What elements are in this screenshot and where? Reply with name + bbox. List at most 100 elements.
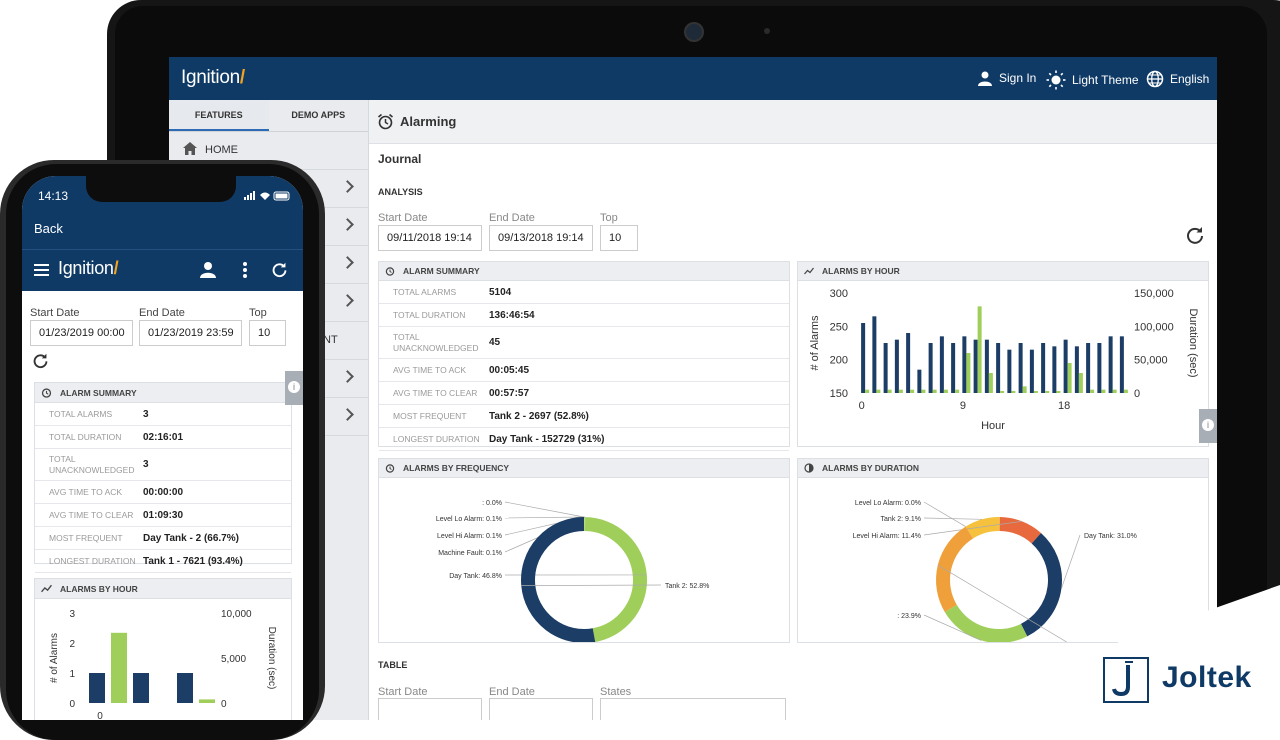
bar-duration	[865, 390, 869, 393]
phone-start-date-input[interactable]: 01/23/2019 00:00	[30, 320, 133, 346]
summary-value: 3	[143, 459, 149, 470]
bar-alarms	[861, 323, 865, 393]
refresh-icon[interactable]	[1185, 225, 1205, 245]
x-tick-label: 0	[859, 400, 865, 412]
laptop-camera	[684, 22, 704, 42]
bar-duration	[1034, 391, 1038, 393]
bar-alarms	[940, 336, 944, 393]
y-tick-label: 300	[830, 288, 848, 300]
bar-duration	[910, 390, 914, 393]
summary-key: MOST FREQUENT	[35, 533, 143, 544]
summary-value: 3	[143, 409, 149, 420]
summary-value: Day Tank - 2 (66.7%)	[143, 533, 239, 544]
language-button[interactable]: English	[1146, 70, 1209, 88]
phone-info-tab[interactable]: i	[285, 371, 303, 405]
y2-tick-label: 150,000	[1134, 288, 1174, 300]
phone-end-date-input[interactable]: 01/23/2019 23:59	[139, 320, 242, 346]
info-icon: i	[1202, 419, 1214, 431]
end-date-input[interactable]: 09/13/2018 19:14	[489, 225, 593, 251]
phone-ignition-logo[interactable]: Ignition/	[58, 258, 118, 279]
back-button[interactable]: Back	[34, 221, 63, 236]
bar-duration	[1101, 390, 1105, 393]
bar-alarms	[884, 343, 888, 393]
bar-alarms	[1030, 350, 1034, 393]
info-tab[interactable]: i	[1199, 409, 1217, 443]
menu-icon[interactable]	[34, 264, 49, 276]
bar-alarms	[1086, 343, 1090, 393]
top-bar: Ignition/ Sign In Light Theme English	[169, 57, 1217, 100]
theme-button[interactable]: Light Theme	[1046, 70, 1139, 90]
chevron-right-icon	[341, 218, 354, 231]
summary-value: 136:46:54	[489, 310, 535, 321]
laptop-sensor	[764, 28, 770, 34]
phone-top-label: Top	[249, 307, 267, 319]
sign-in-label: Sign In	[999, 71, 1036, 85]
kebab-icon[interactable]	[243, 262, 247, 278]
phone-screen: 14:13 Back Ignition/ Start Date 01/23/20…	[22, 176, 303, 720]
table-end-date-input[interactable]	[489, 698, 593, 720]
bar-duration	[966, 353, 970, 393]
summary-key: LONGEST DURATION	[379, 434, 489, 445]
donut-label: Level Hi Alarm: 0.1%	[437, 533, 502, 540]
page-title: Alarming	[400, 114, 456, 129]
bar-duration	[1090, 390, 1094, 393]
table-states-select[interactable]	[600, 698, 786, 720]
donut-label: Level Lo Alarm: 0.1%	[436, 516, 502, 523]
tab-demo-apps[interactable]: DEMO APPS	[269, 100, 369, 131]
summary-value: Tank 2 - 2697 (52.8%)	[489, 411, 589, 422]
y2-axis-label: Duration (sec)	[1187, 308, 1199, 377]
alarms-by-frequency-header: ALARMS BY FREQUENCY	[379, 459, 789, 478]
bar-alarms	[89, 673, 105, 703]
sign-in-button[interactable]: Sign In	[977, 70, 1036, 86]
logo-mark: /	[240, 67, 245, 88]
phone-top-input[interactable]: 10	[249, 320, 286, 346]
x-tick-label: 9	[960, 400, 966, 412]
bar-duration	[989, 373, 993, 393]
refresh-icon[interactable]	[32, 352, 49, 369]
bar-alarms	[1052, 346, 1056, 393]
logo-text: Ignition	[181, 67, 240, 88]
phone-notch	[86, 176, 236, 202]
y-tick-label: 2	[69, 639, 75, 650]
ignition-logo[interactable]: Ignition/	[181, 67, 245, 89]
summary-key: AVG TIME TO ACK	[379, 365, 489, 376]
bar-alarms	[985, 340, 989, 393]
top-input[interactable]: 10	[600, 225, 638, 251]
chevron-right-icon	[341, 256, 354, 269]
donut-label: Day Tank: 46.8%	[449, 573, 502, 580]
pie-icon	[804, 463, 814, 473]
bar-duration	[1068, 363, 1072, 393]
alarms-by-frequency-panel: ALARMS BY FREQUENCY : 0.0%Level Lo Alarm…	[378, 458, 790, 643]
bar-alarms	[1097, 343, 1101, 393]
user-icon[interactable]	[200, 261, 216, 278]
y-tick-label: 1	[69, 669, 75, 680]
donut-leader-line	[924, 502, 966, 527]
start-date-input[interactable]: 09/11/2018 19:14	[378, 225, 482, 251]
info-icon: i	[288, 381, 300, 393]
y2-tick-label: 0	[1134, 388, 1140, 400]
refresh-icon[interactable]	[271, 261, 288, 278]
bar-alarms	[996, 343, 1000, 393]
donut-label: Tank 2: 52.8%	[665, 583, 709, 590]
home-icon	[183, 142, 197, 155]
bar-duration	[876, 390, 880, 393]
donut-label: Machine Fault: 0.1%	[438, 550, 502, 557]
tab-features[interactable]: FEATURES	[169, 100, 269, 131]
language-label: English	[1170, 72, 1209, 86]
alarms-by-hour-title: ALARMS BY HOUR	[822, 266, 900, 276]
user-icon	[977, 70, 993, 86]
alarm-clock-icon	[377, 113, 394, 130]
sidebar-item-label: NT	[323, 334, 338, 346]
table-start-date-input[interactable]	[378, 698, 482, 720]
y-tick-label: 3	[69, 609, 75, 620]
